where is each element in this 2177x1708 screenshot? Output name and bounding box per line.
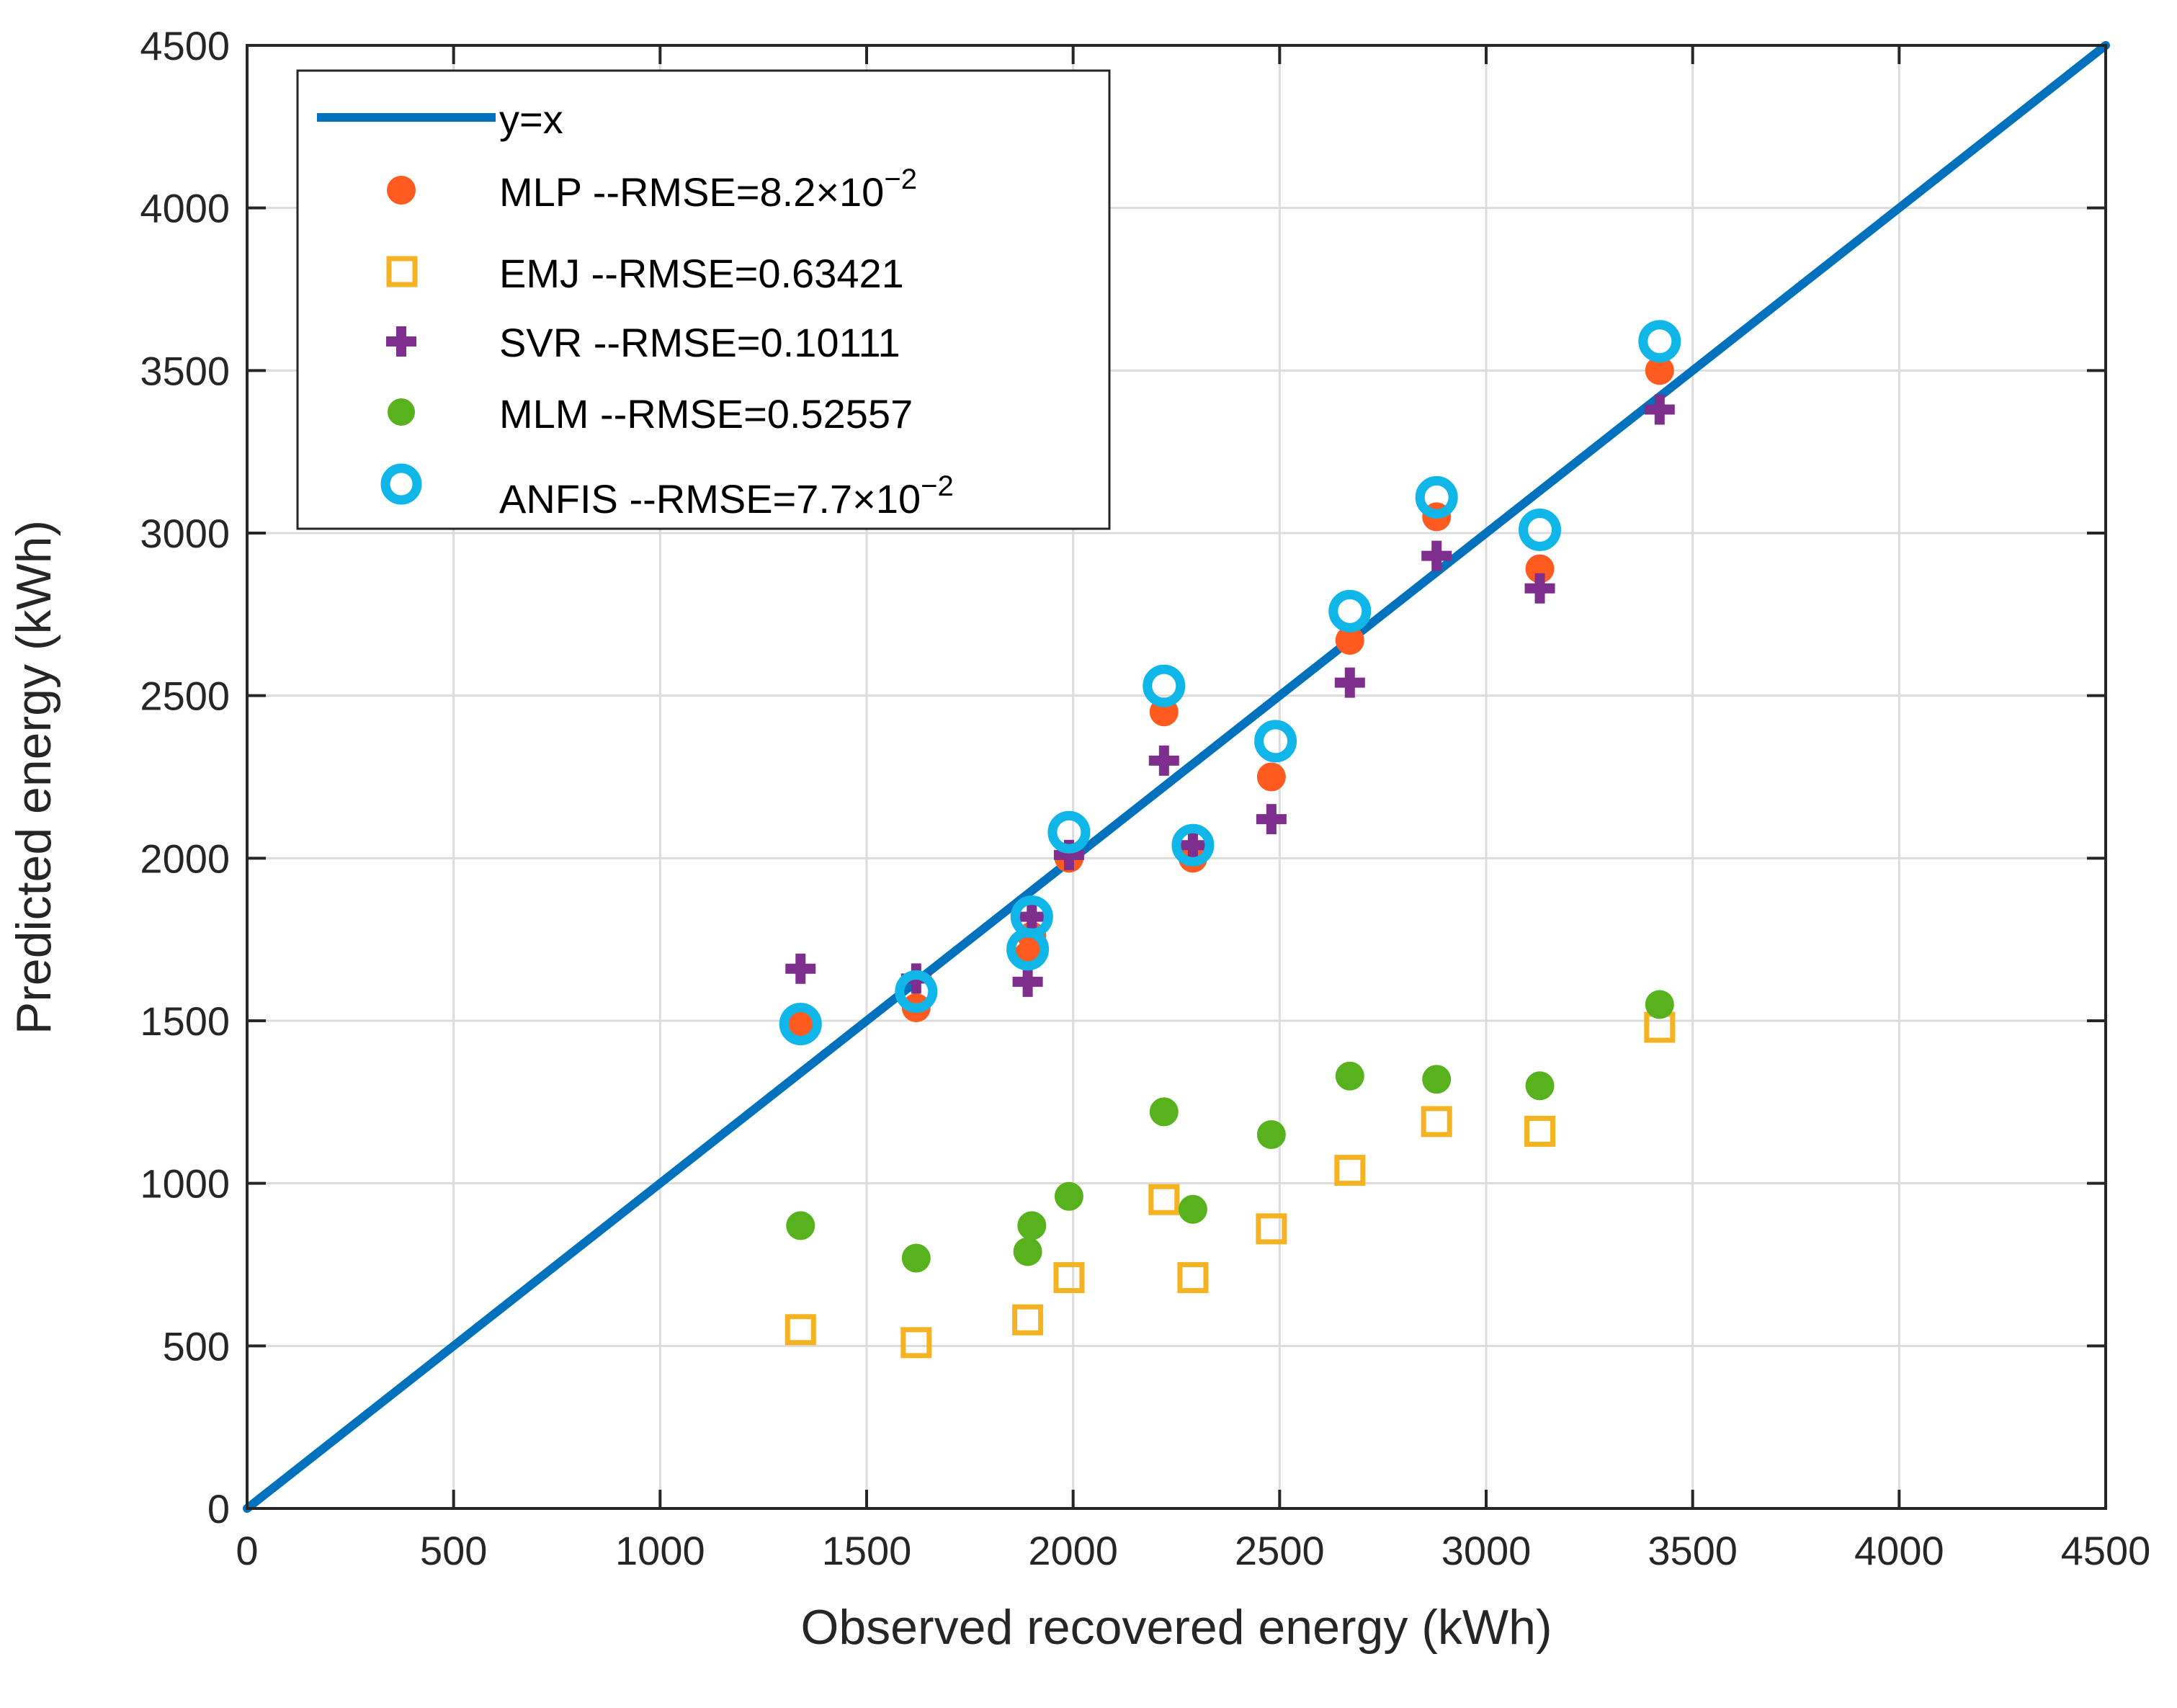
- mlp-point: [1645, 356, 1674, 385]
- series-anfis: [779, 320, 1681, 1046]
- anfis-point: [779, 1003, 822, 1046]
- mlm-point: [1335, 1061, 1364, 1091]
- svr-point: [785, 953, 816, 984]
- mlm-point: [1013, 1237, 1042, 1266]
- reference-line-group: [243, 41, 2110, 1513]
- mlp-point: [1335, 625, 1364, 655]
- anfis-point: [1254, 720, 1297, 763]
- anfis-point: [1143, 664, 1186, 707]
- emj-point: [1334, 1155, 1366, 1186]
- svr-point: [1524, 573, 1555, 604]
- anfis-point: [1638, 320, 1681, 363]
- anfis-point: [1010, 895, 1053, 939]
- anfis-point: [1328, 589, 1372, 632]
- mlp-point: [786, 1009, 815, 1039]
- x-tick-label: 4000: [1854, 1528, 1944, 1573]
- x-tick-label: 4500: [2061, 1528, 2151, 1573]
- legend-marker-mlm: [388, 398, 415, 426]
- y-tick-label: 2500: [140, 674, 230, 719]
- y-tick-label: 3500: [140, 348, 230, 393]
- y-tick-label: 4000: [140, 186, 230, 231]
- mlp-point: [1256, 762, 1286, 792]
- legend-label-anfis-exponent: −2: [921, 470, 954, 502]
- x-tick-label: 0: [236, 1528, 258, 1573]
- legend-label-svr: SVR --RMSE=0.10111: [499, 320, 900, 365]
- legend: y=x MLP --RMSE=8.2×10−2 EMJ --RMSE=0.634…: [296, 69, 1111, 530]
- legend-box: [296, 69, 1111, 530]
- mlm-point: [1256, 1119, 1286, 1149]
- y-tick-label: 1500: [140, 998, 230, 1044]
- mlm-point: [1178, 1194, 1207, 1224]
- legend-label-y-equals-x: y=x: [499, 97, 563, 142]
- legend-marker-svr: [386, 326, 416, 357]
- anfis-point: [1415, 475, 1458, 519]
- legend-label-mlm: MLM --RMSE=0.52557: [499, 391, 913, 437]
- mlm-point: [901, 1243, 931, 1273]
- svr-point: [1177, 830, 1208, 861]
- emj-point: [1524, 1115, 1556, 1147]
- mlm-point: [1017, 1211, 1047, 1240]
- emj-point: [1256, 1213, 1287, 1245]
- legend-label-emj: EMJ --RMSE=0.63421: [499, 251, 904, 296]
- svr-point: [1148, 745, 1179, 776]
- emj-point: [1421, 1106, 1452, 1137]
- legend-label-anfis: ANFIS --RMSE=7.7×10−2: [499, 470, 954, 522]
- svr-point: [1256, 804, 1287, 835]
- y-tick-label: 2000: [140, 836, 230, 881]
- legend-label-mlp-main: MLP --RMSE=8.2×10: [499, 169, 884, 215]
- mlm-point: [1149, 1097, 1179, 1127]
- anfis-point: [895, 970, 938, 1013]
- y-tick-label: 3000: [140, 511, 230, 556]
- emj-point: [1012, 1304, 1044, 1336]
- x-axis-label: Observed recovered energy (kWh): [800, 1600, 1552, 1655]
- emj-point: [784, 1314, 816, 1346]
- legend-marker-anfis: [380, 463, 422, 505]
- mlm-point: [1054, 1181, 1083, 1211]
- x-tick-label: 2500: [1235, 1528, 1325, 1573]
- y-axis-ticks: 0 500 1000 1500 2000 2500 3000 3500 4000 4500: [140, 23, 2106, 1532]
- mlm-point: [1645, 990, 1674, 1019]
- svr-point: [1012, 966, 1043, 997]
- svr-point: [1644, 394, 1675, 425]
- legend-label-mlp: MLP --RMSE=8.2×10−2: [499, 164, 917, 215]
- y-tick-label: 4500: [140, 23, 230, 68]
- svr-point: [1421, 540, 1452, 571]
- y-tick-label: 0: [207, 1486, 230, 1532]
- x-tick-label: 3500: [1648, 1528, 1738, 1573]
- anfis-point: [1171, 823, 1215, 867]
- anfis-point: [1519, 508, 1562, 551]
- series-mlm: [786, 990, 1674, 1273]
- legend-marker-emj: [386, 256, 418, 287]
- x-tick-label: 1000: [615, 1528, 705, 1573]
- y-tick-label: 500: [163, 1323, 230, 1369]
- y-axis-label: Predicted energy (kWh): [6, 520, 61, 1034]
- reference-line-y-equals-x: [243, 41, 2110, 1513]
- x-tick-label: 2000: [1028, 1528, 1118, 1573]
- axes-box: [246, 44, 2107, 1510]
- legend-label-anfis-main: ANFIS --RMSE=7.7×10: [499, 476, 921, 522]
- mlp-point: [1525, 554, 1555, 584]
- emj-point: [1177, 1262, 1209, 1294]
- legend-marker-mlp: [387, 176, 416, 205]
- emj-point: [900, 1327, 932, 1359]
- anfis-point: [1047, 810, 1091, 854]
- x-tick-label: 3000: [1441, 1528, 1532, 1573]
- y-tick-label: 1000: [140, 1161, 230, 1207]
- legend-label-mlp-exponent: −2: [884, 164, 917, 195]
- svr-point: [1016, 901, 1047, 932]
- emj-point: [1148, 1184, 1180, 1215]
- mlm-point: [1525, 1071, 1555, 1101]
- mlm-point: [1422, 1065, 1452, 1094]
- x-tick-label: 1500: [822, 1528, 912, 1573]
- data-marks: [779, 320, 1681, 1359]
- emj-point: [1053, 1262, 1085, 1294]
- x-tick-label: 500: [420, 1528, 487, 1573]
- x-axis-ticks: 0 500 1000 1500 2000 2500 3000 3500 4000 4500: [236, 45, 2150, 1573]
- mlm-point: [786, 1211, 815, 1240]
- svr-point: [1334, 667, 1365, 698]
